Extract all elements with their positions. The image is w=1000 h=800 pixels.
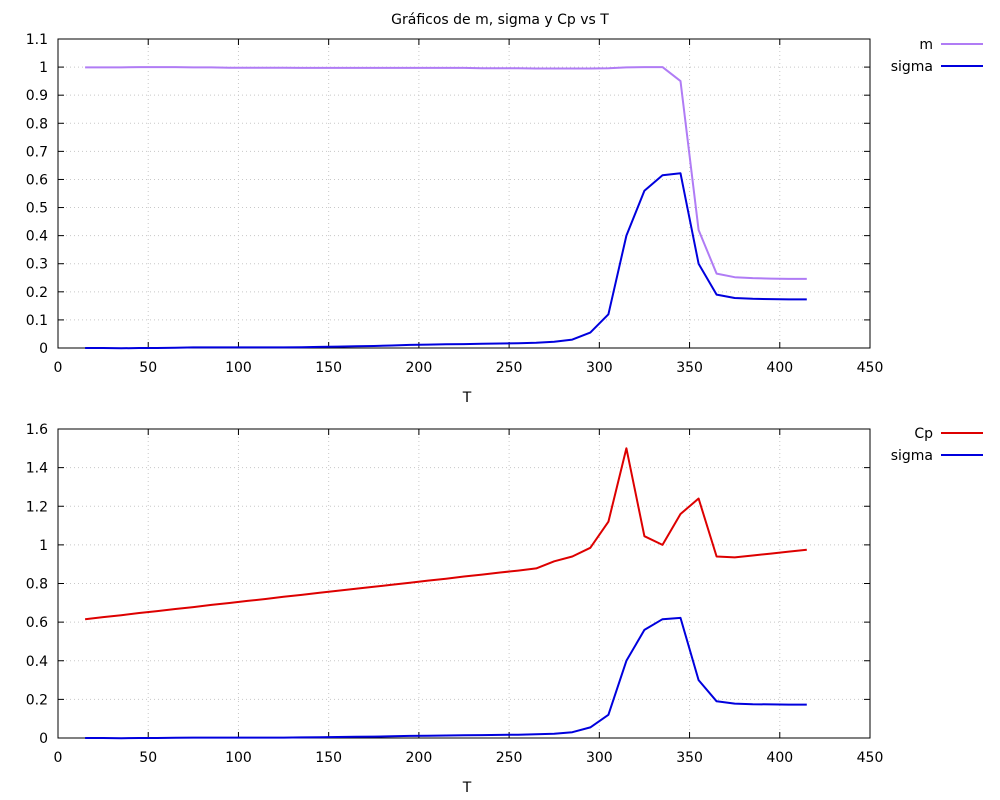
- x-tick-label: 250: [496, 360, 523, 376]
- legend-label-cp: Cp: [914, 426, 933, 442]
- x-tick-label: 150: [315, 750, 342, 766]
- x-tick-label: 50: [139, 360, 157, 376]
- x-tick-label: 450: [857, 360, 884, 376]
- y-tick-label: 1: [39, 538, 48, 554]
- x-tick-label: 300: [586, 360, 613, 376]
- x-tick-label: 200: [406, 360, 433, 376]
- y-tick-label: 0.4: [26, 229, 48, 245]
- x-axis-label: T: [462, 390, 472, 406]
- y-tick-label: 0.4: [26, 654, 48, 670]
- y-tick-label: 0.2: [26, 692, 48, 708]
- y-tick-label: 0.6: [26, 172, 48, 188]
- x-tick-label: 100: [225, 360, 252, 376]
- legend-label-m: m: [919, 37, 933, 53]
- y-tick-label: 0: [39, 341, 48, 357]
- y-tick-label: 1.4: [26, 461, 48, 477]
- top-chart: 0 50 100 150 200 250 300 350 400 450 0 0.1 0.2 0.3 0.4…: [26, 32, 983, 406]
- y-tick-label: 1.2: [26, 499, 48, 515]
- x-tick-label: 250: [496, 750, 523, 766]
- series-line-m: [85, 66, 807, 280]
- series-line-sigma: [85, 616, 807, 740]
- y-tick-label: 1.1: [26, 32, 48, 48]
- y-tick-label: 0.1: [26, 313, 48, 329]
- plot-frame: [57, 428, 871, 739]
- legend-label-sigma: sigma: [891, 448, 933, 464]
- series-line-cp: [84, 447, 807, 621]
- y-tick-label: 0.6: [26, 615, 48, 631]
- x-tick-label: 50: [139, 750, 157, 766]
- legend-label-sigma: sigma: [891, 59, 933, 75]
- y-tick-label: 0.7: [26, 144, 48, 160]
- series-line-sigma: [85, 172, 807, 350]
- x-tick-label: 400: [766, 750, 793, 766]
- chart-title: Gráficos de m, sigma y Cp vs T: [391, 12, 609, 28]
- y-tick-label: 0.9: [26, 88, 48, 104]
- y-tick-label: 0.8: [26, 116, 48, 132]
- y-tick-label: 0.5: [26, 201, 48, 217]
- y-tick-label: 0.2: [26, 285, 48, 301]
- bottom-chart: 0 50 100 150 200 250 300 350 400 450 0 0.2 0.4 0.6 0.8…: [26, 422, 983, 796]
- x-tick-label: 450: [857, 750, 884, 766]
- x-tick-label: 400: [766, 360, 793, 376]
- x-tick-label: 150: [315, 360, 342, 376]
- x-tick-label: 350: [676, 750, 703, 766]
- x-tick-label: 100: [225, 750, 252, 766]
- y-tick-label: 0.3: [26, 257, 48, 273]
- y-tick-label: 0.8: [26, 577, 48, 593]
- y-tick-label: 1: [39, 60, 48, 76]
- x-tick-label: 0: [54, 750, 63, 766]
- y-tick-label: 1.6: [26, 422, 48, 438]
- x-tick-label: 300: [586, 750, 613, 766]
- x-axis-label: T: [462, 780, 472, 796]
- x-tick-label: 350: [676, 360, 703, 376]
- y-tick-label: 0: [39, 731, 48, 747]
- plot-frame: [57, 38, 871, 349]
- x-tick-label: 0: [54, 360, 63, 376]
- x-tick-label: 200: [406, 750, 433, 766]
